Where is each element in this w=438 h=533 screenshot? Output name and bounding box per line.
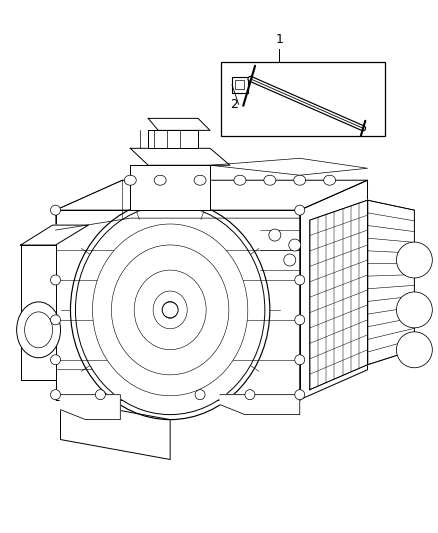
Polygon shape [148,131,198,148]
Ellipse shape [95,390,106,400]
Text: 2: 2 [230,98,238,111]
Polygon shape [56,180,367,210]
Ellipse shape [195,390,205,400]
Ellipse shape [162,302,178,318]
Ellipse shape [50,315,60,325]
Ellipse shape [284,254,296,266]
Bar [236,80,244,89]
Ellipse shape [269,229,281,241]
Ellipse shape [50,355,60,365]
Ellipse shape [295,315,305,325]
Ellipse shape [294,175,306,185]
Ellipse shape [134,270,206,350]
Polygon shape [21,225,88,245]
Polygon shape [210,158,367,175]
Ellipse shape [154,175,166,185]
Polygon shape [60,394,120,419]
Ellipse shape [194,175,206,185]
Ellipse shape [264,175,276,185]
Polygon shape [220,394,300,415]
Ellipse shape [111,245,229,375]
Ellipse shape [245,390,255,400]
Ellipse shape [396,292,432,328]
Ellipse shape [295,205,305,215]
Ellipse shape [295,355,305,365]
Ellipse shape [92,224,248,396]
Polygon shape [130,148,230,165]
Polygon shape [130,165,210,210]
Ellipse shape [396,332,432,368]
Text: 1: 1 [276,33,283,46]
Polygon shape [367,200,414,365]
Polygon shape [310,200,367,390]
Ellipse shape [50,275,60,285]
Ellipse shape [50,390,60,400]
Ellipse shape [234,175,246,185]
Polygon shape [300,180,367,400]
Ellipse shape [396,242,432,278]
Bar [232,77,248,93]
Bar [221,62,385,136]
Ellipse shape [295,275,305,285]
Ellipse shape [153,291,187,329]
Ellipse shape [295,390,305,400]
Ellipse shape [50,205,60,215]
Polygon shape [21,245,56,379]
Polygon shape [148,118,210,131]
Ellipse shape [25,312,53,348]
Polygon shape [56,210,300,400]
Ellipse shape [289,239,301,251]
Polygon shape [60,400,170,459]
Ellipse shape [162,302,178,318]
Polygon shape [56,180,122,370]
Ellipse shape [17,302,60,358]
Ellipse shape [75,205,265,415]
Ellipse shape [324,175,336,185]
Ellipse shape [124,175,136,185]
Polygon shape [56,370,367,400]
